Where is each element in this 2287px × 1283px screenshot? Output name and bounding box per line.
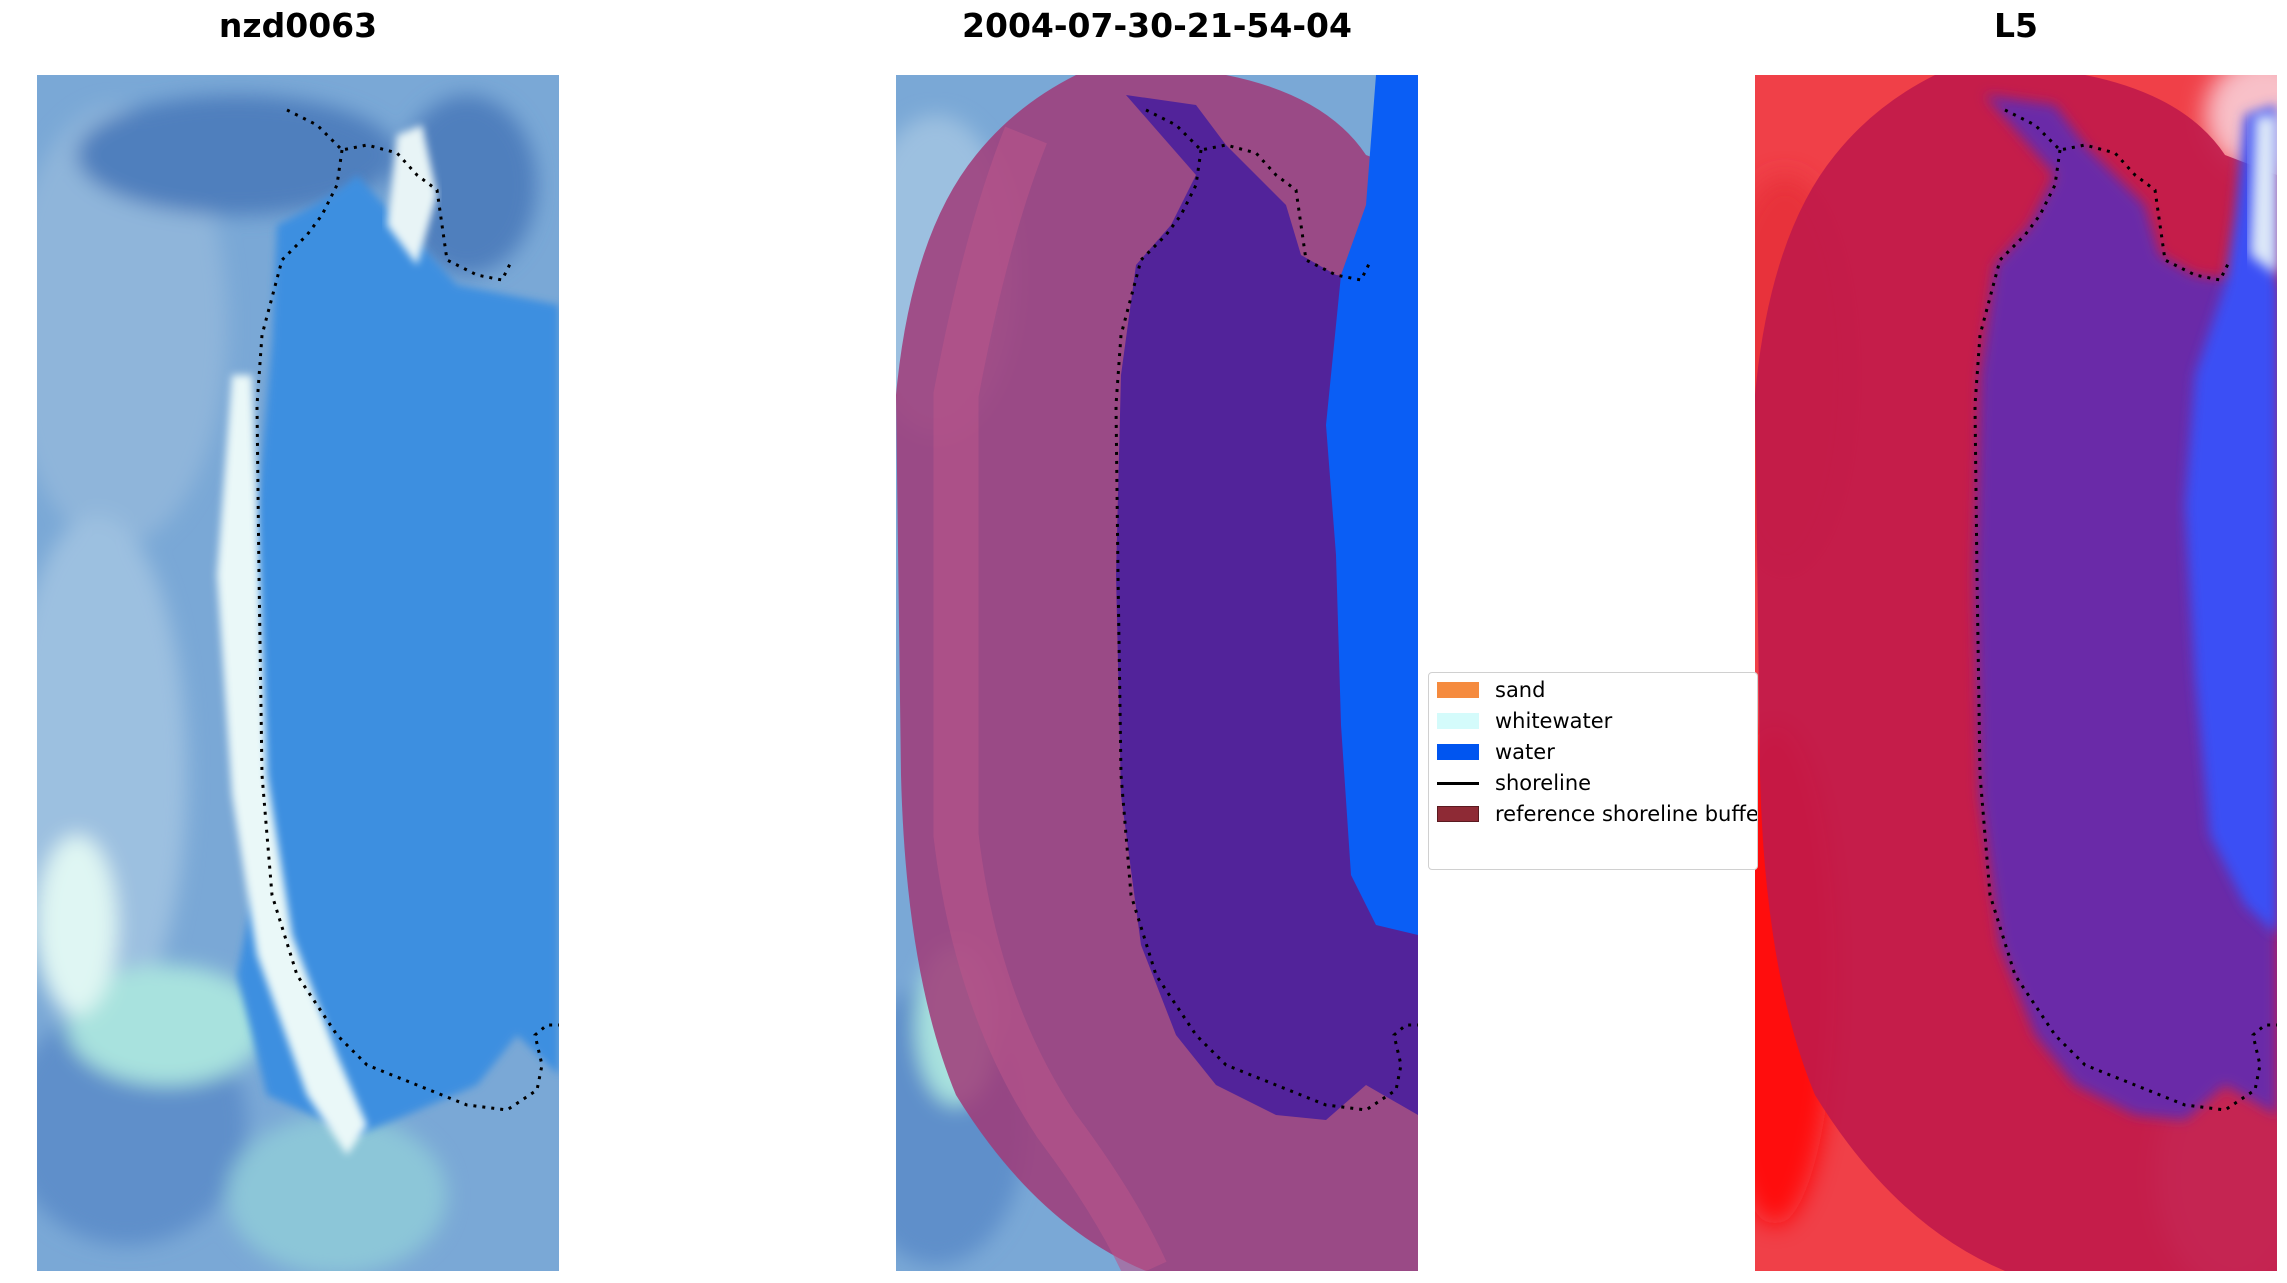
legend-label-sand: sand — [1495, 678, 1546, 702]
rgb-image — [37, 75, 559, 1271]
legend-swatch-whitewater — [1437, 713, 1479, 729]
index-image-panel — [1755, 75, 2277, 1271]
legend-item-water: water — [1437, 738, 1555, 766]
legend-line-shoreline — [1437, 781, 1479, 785]
legend-label-whitewater: whitewater — [1495, 709, 1613, 733]
classified-image — [896, 75, 1418, 1271]
legend: sand whitewater water shoreline referenc… — [1428, 672, 1758, 870]
legend-swatch-water — [1437, 744, 1479, 760]
classified-image-panel — [896, 75, 1418, 1271]
legend-item-sand: sand — [1437, 676, 1545, 704]
legend-label-shoreline: shoreline — [1495, 771, 1592, 795]
panel-title-index: L5 — [1994, 6, 2038, 45]
panel-title-rgb: nzd0063 — [218, 6, 378, 45]
legend-swatch-reference-buffer — [1437, 806, 1479, 822]
index-image — [1755, 75, 2277, 1271]
legend-item-whitewater: whitewater — [1437, 707, 1612, 735]
legend-swatch-sand — [1437, 682, 1479, 698]
legend-item-shoreline: shoreline — [1437, 769, 1591, 797]
legend-label-reference-buffer: reference shoreline buffer — [1495, 802, 1758, 826]
panel-title-classified: 2004-07-30-21-54-04 — [962, 6, 1352, 45]
rgb-image-panel — [37, 75, 559, 1271]
legend-item-reference-buffer: reference shoreline buffer — [1437, 800, 1758, 828]
legend-label-water: water — [1495, 740, 1555, 764]
